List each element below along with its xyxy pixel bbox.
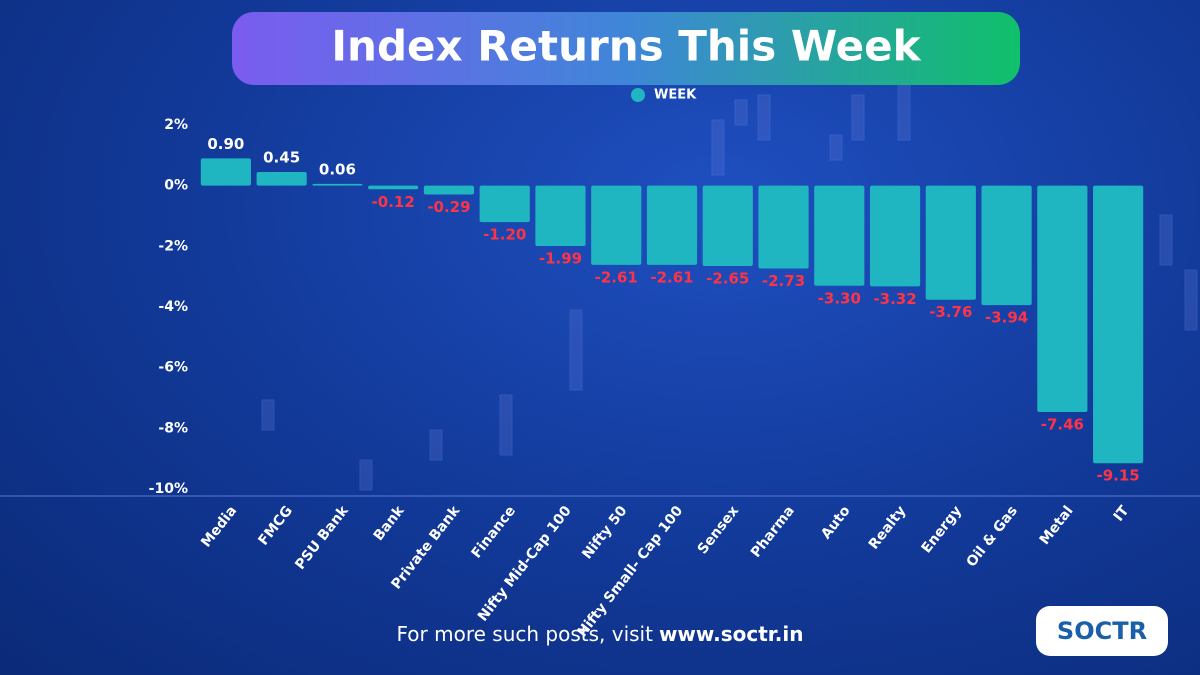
y-tick-label: -2% xyxy=(158,238,188,254)
decor xyxy=(261,84,1198,491)
bar xyxy=(256,172,307,186)
y-tick-label: 0% xyxy=(164,178,188,194)
value-label: -2.65 xyxy=(706,270,749,288)
value-label: -3.32 xyxy=(873,290,916,308)
x-tick-label: Nifty Mid-Cap 100 xyxy=(475,503,575,625)
bar xyxy=(1037,185,1088,412)
bar xyxy=(758,185,809,269)
y-tick-label: -4% xyxy=(158,299,188,315)
value-label: 0.90 xyxy=(207,135,244,153)
bar xyxy=(479,185,530,223)
value-label: 0.45 xyxy=(263,149,300,167)
x-tick-label: Finance xyxy=(469,503,520,561)
x-tick-label: Auto xyxy=(818,503,854,542)
bar xyxy=(1093,185,1144,464)
footer-text: For more such posts, visit xyxy=(396,622,653,646)
y-tick-label: -10% xyxy=(149,481,188,497)
x-tick-label: Bank xyxy=(371,503,408,544)
bar xyxy=(646,185,698,265)
value-label: -3.76 xyxy=(929,303,972,321)
y-tick-label: -8% xyxy=(158,420,188,436)
value-label: -7.46 xyxy=(1041,415,1084,433)
bar xyxy=(925,185,976,300)
bar xyxy=(591,185,642,265)
bar xyxy=(814,185,865,286)
value-label: -0.29 xyxy=(427,198,470,216)
x-tick-label: FMCG xyxy=(255,503,295,549)
value-label: -1.20 xyxy=(483,226,526,244)
x-tick-label: Nifty Small- Cap 100 xyxy=(574,503,686,640)
value-label: -2.73 xyxy=(762,272,805,290)
bar xyxy=(368,185,419,190)
x-tick-label: Sensex xyxy=(695,503,742,557)
y-tick-label: 2% xyxy=(164,117,188,133)
bar xyxy=(981,185,1032,306)
bar xyxy=(702,185,753,267)
y-tick-label: -6% xyxy=(158,360,188,376)
x-tick-label: Oil & Gas xyxy=(964,503,1021,570)
footer-link[interactable]: www.soctr.in xyxy=(658,622,804,646)
legend-swatch xyxy=(631,88,645,102)
logo: SOCTR xyxy=(1036,606,1168,656)
value-label: -0.12 xyxy=(372,193,415,211)
bar xyxy=(312,183,363,186)
bar xyxy=(535,185,586,247)
x-tick-label: Media xyxy=(198,503,240,550)
x-tick-label: PSU Bank xyxy=(292,503,352,573)
value-label: -3.30 xyxy=(818,289,861,307)
legend-label: WEEK xyxy=(654,88,697,103)
value-label: 0.06 xyxy=(319,160,356,178)
x-tick-label: Energy xyxy=(919,503,966,556)
bar xyxy=(200,158,251,186)
value-label: -9.15 xyxy=(1096,467,1139,485)
value-label: -1.99 xyxy=(539,250,582,268)
bar xyxy=(423,185,475,195)
value-label: -2.61 xyxy=(650,268,693,286)
x-tick-label: Realty xyxy=(866,503,910,553)
footer: For more such posts, visit www.soctr.in xyxy=(0,622,1200,646)
x-tick-label: Pharma xyxy=(748,503,798,561)
x-tick-label: IT xyxy=(1111,503,1133,525)
value-label: -3.94 xyxy=(985,309,1028,327)
value-label: -2.61 xyxy=(595,268,638,286)
bar xyxy=(869,185,921,287)
chart-title: Index Returns This Week xyxy=(331,22,921,71)
x-tick-label: Metal xyxy=(1037,503,1077,548)
x-tick-label: Nifty 50 xyxy=(579,503,630,563)
title-banner xyxy=(232,12,1020,85)
